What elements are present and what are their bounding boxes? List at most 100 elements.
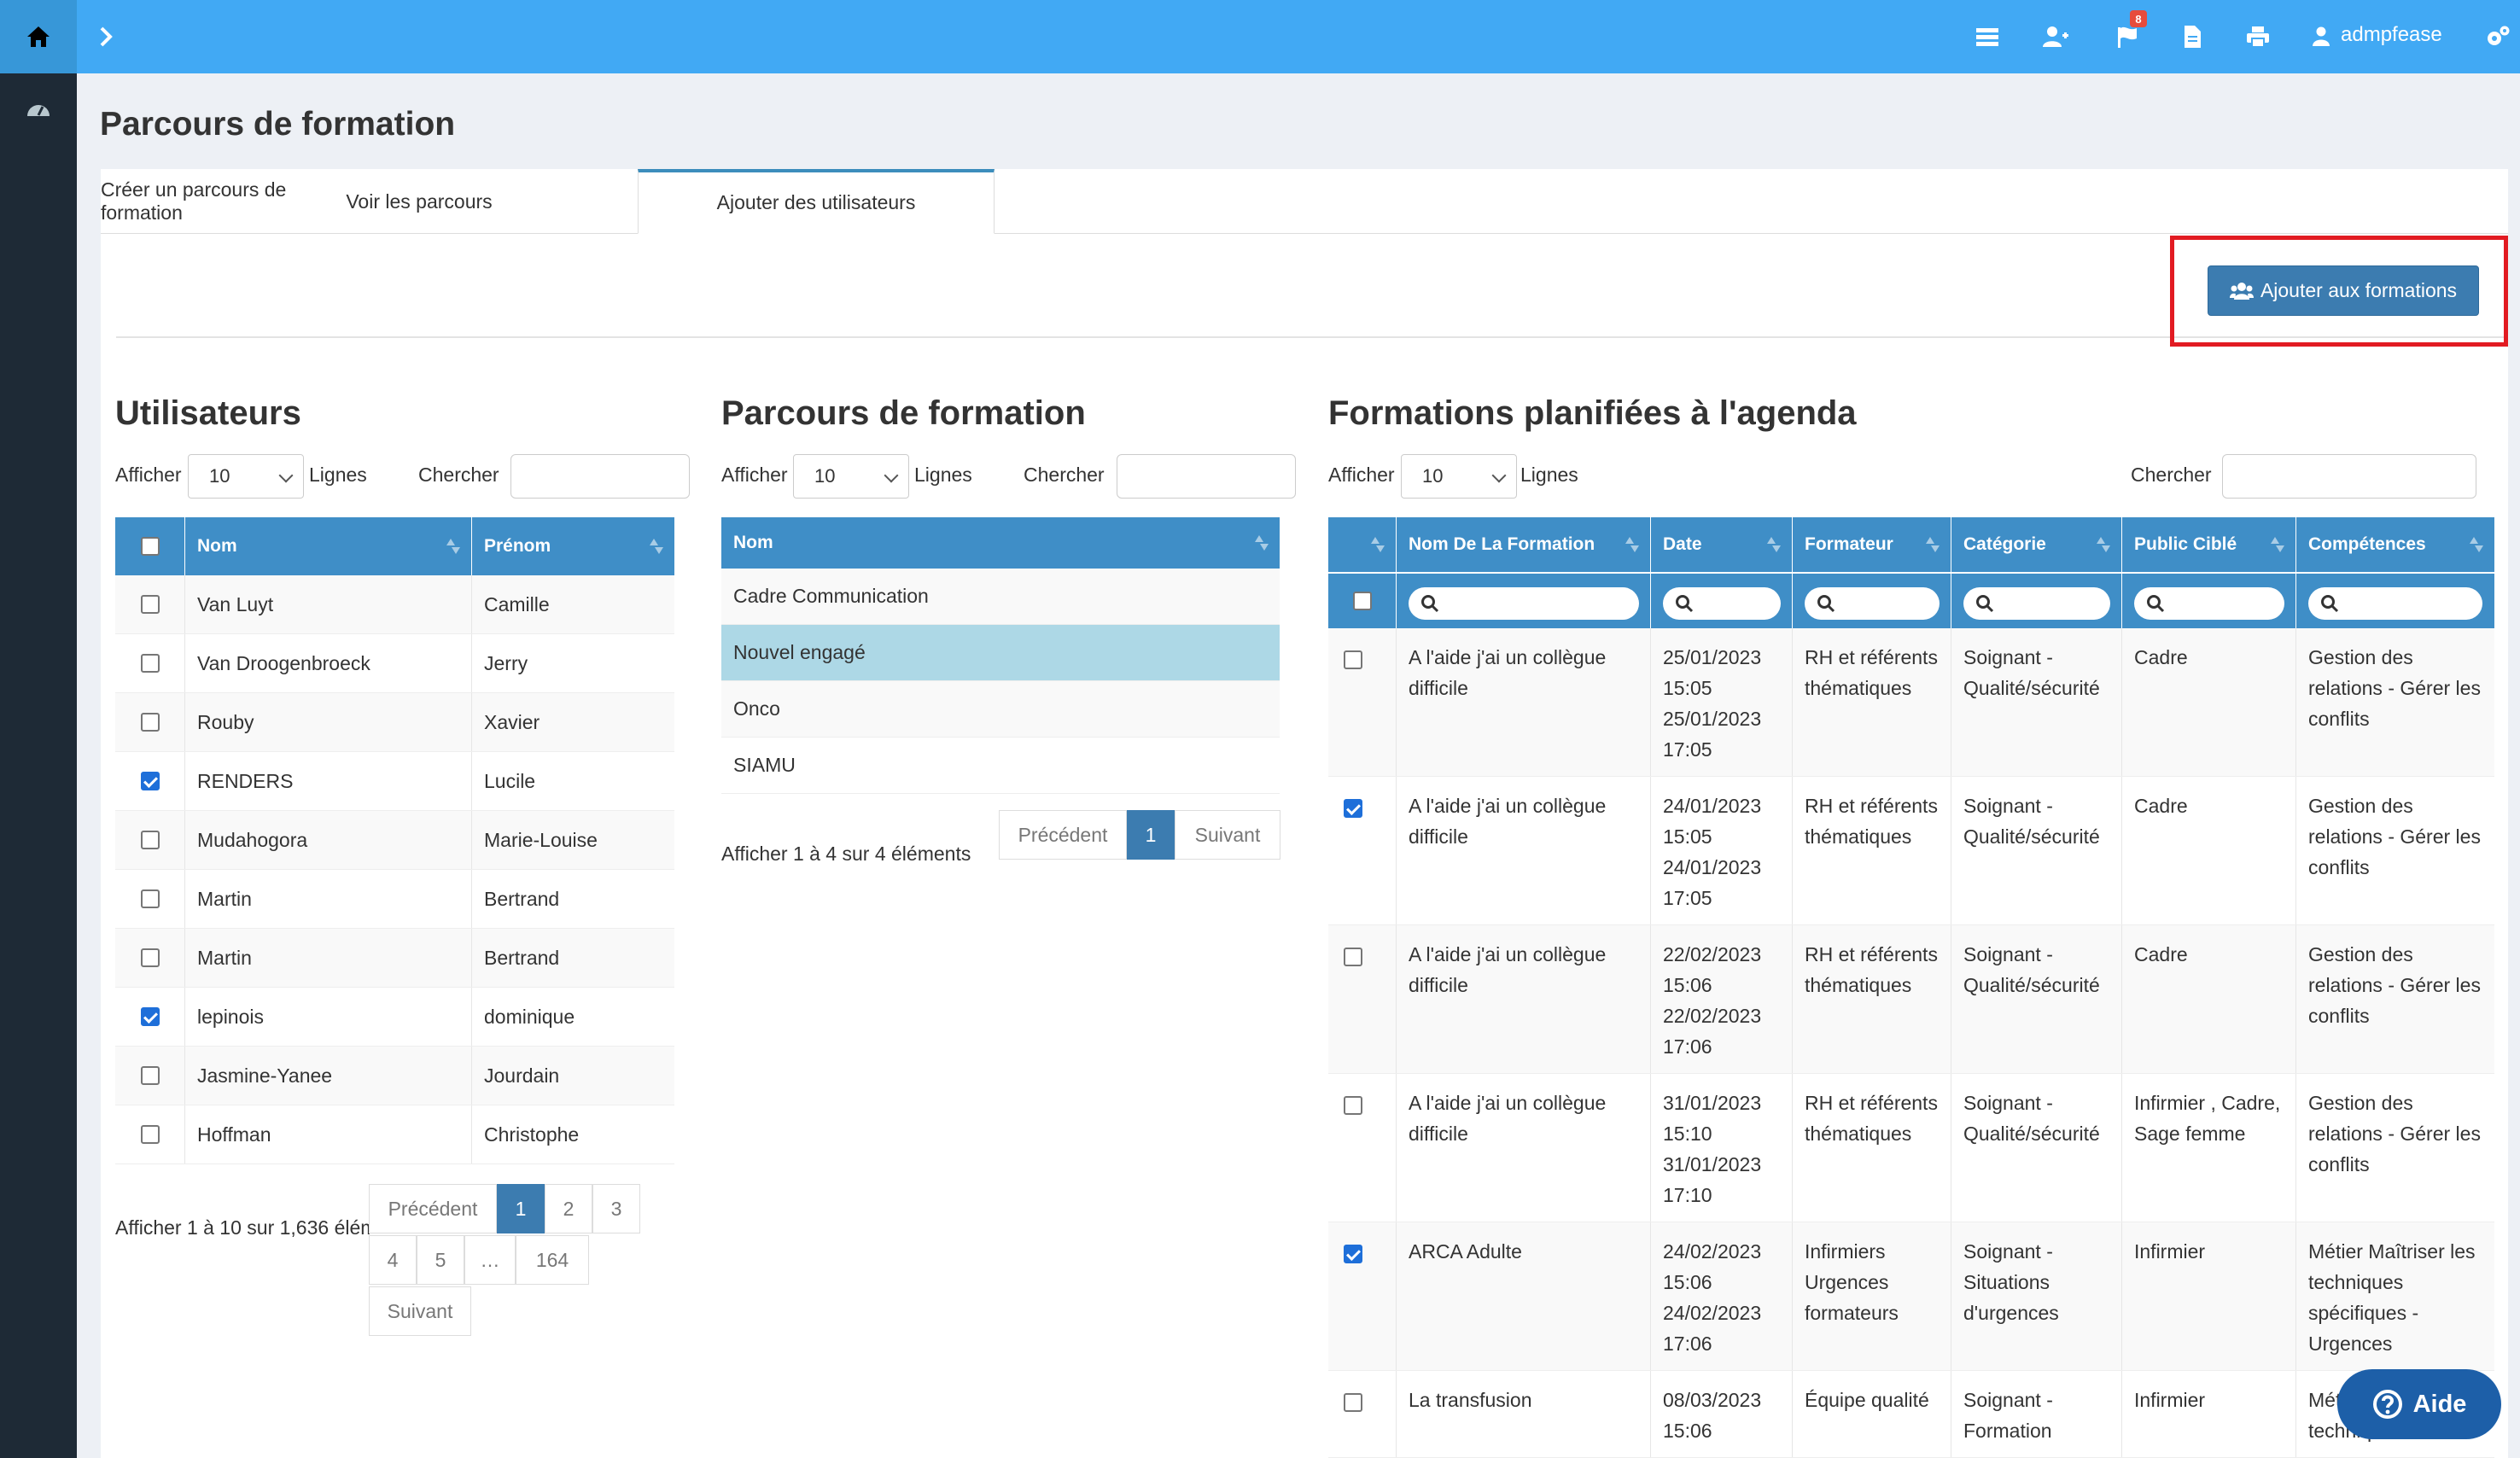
- col-formation-nom[interactable]: Nom De La Formation: [1397, 517, 1651, 572]
- parcours-search-input[interactable]: [1117, 454, 1296, 499]
- users-page-164[interactable]: 164: [516, 1235, 589, 1285]
- home-button[interactable]: [0, 0, 77, 73]
- table-row[interactable]: A l'aide j'ai un collègue difficile 25/01…: [1328, 628, 2494, 777]
- table-row[interactable]: Mudahogora Marie-Louise: [115, 811, 674, 870]
- sidebar-toggle-button[interactable]: [92, 0, 121, 73]
- help-button[interactable]: Aide: [2337, 1369, 2501, 1439]
- parcours-next-button[interactable]: Suivant: [1175, 810, 1280, 860]
- formations-lines-select[interactable]: 10: [1401, 454, 1517, 499]
- col-parcours-nom[interactable]: Nom: [721, 517, 1280, 569]
- row-checkbox[interactable]: [140, 1066, 160, 1085]
- tab-create-parcours[interactable]: Créer un parcours de formation: [101, 178, 287, 224]
- users-page-1[interactable]: 1: [497, 1184, 545, 1233]
- users-lines-select[interactable]: 10: [188, 454, 304, 499]
- chevron-right-icon: [100, 26, 113, 47]
- formations-search-input[interactable]: [2222, 454, 2476, 499]
- cell-competences: Gestion des relations - Gérer les confli…: [2308, 943, 2481, 1027]
- table-row[interactable]: Jasmine-Yanee Jourdain: [115, 1047, 674, 1105]
- parcours-table-header: Nom: [721, 517, 1280, 569]
- col-nom[interactable]: Nom: [185, 517, 472, 575]
- parcours-page-1[interactable]: 1: [1127, 810, 1175, 860]
- users-page-5[interactable]: 5: [417, 1235, 464, 1285]
- row-select-cell: [115, 693, 185, 751]
- flag-button[interactable]: [2110, 0, 2144, 73]
- users-page-2[interactable]: 2: [545, 1184, 592, 1233]
- list-item[interactable]: Nouvel engagé: [721, 625, 1280, 681]
- col-prenom[interactable]: Prénom: [472, 517, 674, 575]
- row-checkbox[interactable]: [140, 1007, 160, 1026]
- col-categorie[interactable]: Catégorie: [1951, 517, 2122, 572]
- column-filter-input[interactable]: [1663, 587, 1781, 620]
- add-to-trainings-button[interactable]: Ajouter aux formations: [2208, 265, 2479, 316]
- table-row[interactable]: lepinois dominique: [115, 988, 674, 1047]
- table-row[interactable]: Rouby Xavier: [115, 693, 674, 752]
- tab-add-users[interactable]: Ajouter des utilisateurs: [638, 169, 995, 234]
- row-checkbox[interactable]: [140, 889, 160, 908]
- row-checkbox[interactable]: [1344, 1393, 1362, 1412]
- filter-select-all-checkbox[interactable]: [1352, 592, 1372, 610]
- row-checkbox[interactable]: [140, 654, 160, 673]
- column-filter-input[interactable]: [1409, 587, 1639, 620]
- add-user-button[interactable]: [2039, 0, 2073, 73]
- users-search-input[interactable]: [510, 454, 690, 499]
- row-checkbox[interactable]: [140, 772, 160, 790]
- list-item[interactable]: Cadre Communication: [721, 569, 1280, 625]
- parcours-lines-select[interactable]: 10: [793, 454, 909, 499]
- users-next-button[interactable]: Suivant: [369, 1286, 471, 1336]
- col-competences[interactable]: Compétences: [2296, 517, 2494, 572]
- table-row[interactable]: Van Droogenbroeck Jerry: [115, 634, 674, 693]
- table-row[interactable]: RENDERS Lucile: [115, 752, 674, 811]
- cell-nom: Rouby: [185, 693, 472, 751]
- table-row[interactable]: A l'aide j'ai un collègue difficile 31/01…: [1328, 1074, 2494, 1222]
- cell-nom: A l'aide j'ai un collègue difficile: [1397, 925, 1651, 1073]
- list-item[interactable]: Onco: [721, 681, 1280, 738]
- table-row[interactable]: Martin Bertrand: [115, 929, 674, 988]
- document-button[interactable]: [2177, 0, 2208, 73]
- row-checkbox[interactable]: [140, 831, 160, 849]
- col-competences-label: Compétences: [2308, 534, 2426, 554]
- row-checkbox[interactable]: [1344, 1245, 1362, 1263]
- column-filter-input[interactable]: [2134, 587, 2284, 620]
- print-button[interactable]: [2242, 0, 2274, 73]
- row-checkbox[interactable]: [1344, 799, 1362, 818]
- tab-view-parcours[interactable]: Voir les parcours: [346, 190, 493, 213]
- table-row[interactable]: La transfusion 08/03/2023 15:06 Équipe qua…: [1328, 1371, 2494, 1458]
- row-checkbox[interactable]: [1344, 650, 1362, 669]
- row-checkbox[interactable]: [1344, 1096, 1362, 1115]
- table-row[interactable]: ARCA Adulte 24/02/2023 15:06 24/02/2023 1…: [1328, 1222, 2494, 1371]
- cell-prenom: Jourdain: [484, 1064, 560, 1087]
- user-name[interactable]: admpfease: [2341, 23, 2442, 46]
- row-checkbox[interactable]: [140, 1125, 160, 1144]
- cell-formateur: RH et référents thématiques: [1793, 925, 1951, 1073]
- cell-categorie: Soignant - Formation: [1951, 1371, 2122, 1457]
- row-checkbox[interactable]: [140, 713, 160, 732]
- column-filter-input[interactable]: [2308, 587, 2482, 620]
- sidebar-item-dashboard[interactable]: [26, 99, 51, 125]
- select-all-checkbox[interactable]: [140, 537, 160, 556]
- column-filter-input[interactable]: [1805, 587, 1940, 620]
- user-menu-button[interactable]: [2308, 0, 2334, 73]
- column-filter-input[interactable]: [1963, 587, 2110, 620]
- settings-button[interactable]: [2481, 0, 2515, 73]
- col-date-label: Date: [1663, 534, 1702, 554]
- col-public[interactable]: Public Ciblé: [2122, 517, 2296, 572]
- list-item[interactable]: SIAMU: [721, 738, 1280, 794]
- table-row[interactable]: A l'aide j'ai un collègue difficile 22/02…: [1328, 925, 2494, 1074]
- col-select[interactable]: [1328, 517, 1397, 572]
- row-checkbox[interactable]: [140, 595, 160, 614]
- row-checkbox[interactable]: [1344, 948, 1362, 966]
- users-page-4[interactable]: 4: [369, 1235, 417, 1285]
- list-button[interactable]: [1972, 0, 2003, 73]
- table-row[interactable]: Martin Bertrand: [115, 870, 674, 929]
- users-page-3[interactable]: 3: [592, 1184, 640, 1233]
- row-checkbox[interactable]: [140, 948, 160, 967]
- table-row[interactable]: Hoffman Christophe: [115, 1105, 674, 1164]
- table-row[interactable]: Van Luyt Camille: [115, 575, 674, 634]
- col-formateur[interactable]: Formateur: [1793, 517, 1951, 572]
- cell-parcours-nom: Nouvel engagé: [733, 641, 866, 663]
- users-prev-button[interactable]: Précédent: [369, 1184, 497, 1233]
- table-row[interactable]: A l'aide j'ai un collègue difficile 24/01…: [1328, 777, 2494, 925]
- parcours-prev-button[interactable]: Précédent: [999, 810, 1127, 860]
- col-date[interactable]: Date: [1651, 517, 1793, 572]
- cell-competences: Gestion des relations - Gérer les confli…: [2308, 795, 2481, 878]
